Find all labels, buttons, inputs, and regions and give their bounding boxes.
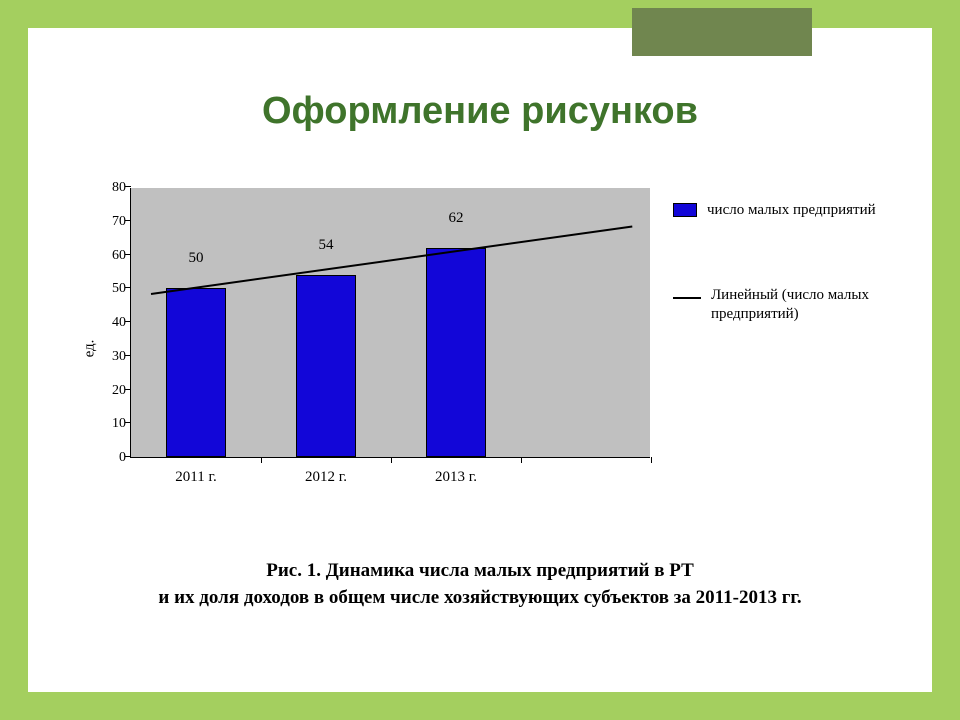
y-tick-label: 40: [112, 315, 126, 331]
legend-item-series: число малых предприятий: [670, 198, 898, 223]
x-tick-label: 2012 г.: [305, 469, 347, 486]
y-tick-label: 60: [112, 248, 126, 264]
y-tick-mark: [125, 456, 131, 457]
y-axis-label-text: ед.: [82, 339, 99, 357]
y-tick-mark: [125, 220, 131, 221]
x-tick-mark: [391, 457, 392, 463]
y-tick-label: 50: [112, 281, 126, 297]
bar-value-label: 54: [296, 237, 356, 254]
caption-line-2: и их доля доходов в общем числе хозяйств…: [158, 587, 801, 608]
caption-line-1: Рис. 1. Динамика числа малых предприятий…: [266, 560, 694, 581]
x-tick-label: 2013 г.: [435, 469, 477, 486]
y-tick-label: 10: [112, 416, 126, 432]
bar: [296, 275, 356, 457]
slide-outer: Оформление рисунков ед. 0 10 20 30 40 50 60 70 8…: [0, 0, 960, 720]
legend-series-label: число малых предприятий: [707, 201, 876, 220]
figure-caption: Рис. 1. Динамика числа малых предприятий…: [58, 558, 902, 611]
legend-item-trend: Линейный (число малых предприятий): [670, 283, 898, 327]
legend-swatch-icon: [673, 203, 697, 217]
legend: число малых предприятий Линейный (число …: [650, 188, 898, 508]
bar-value-label: 62: [426, 210, 486, 227]
y-tick-mark: [125, 355, 131, 356]
y-tick-mark: [125, 254, 131, 255]
y-tick-label: 20: [112, 383, 126, 399]
y-axis-label: ед.: [78, 188, 102, 508]
plot-area: 502011 г.542012 г.622013 г.: [130, 188, 650, 458]
slide-frame: Оформление рисунков ед. 0 10 20 30 40 50 60 70 8…: [8, 8, 952, 712]
legend-line-icon: [673, 290, 701, 304]
x-tick-mark: [521, 457, 522, 463]
y-tick-mark: [125, 389, 131, 390]
bar: [166, 288, 226, 457]
legend-trend-label: Линейный (число малых предприятий): [711, 286, 881, 324]
y-tick-mark: [125, 287, 131, 288]
chart-container: ед. 01020304050607080 502011 г.542012 г.…: [78, 188, 898, 508]
x-tick-mark: [261, 457, 262, 463]
y-tick-mark: [125, 422, 131, 423]
y-axis: 01020304050607080: [102, 188, 130, 458]
slide-title: Оформление рисунков: [28, 90, 932, 133]
bar: [426, 248, 486, 457]
bar-value-label: 50: [166, 250, 226, 267]
y-tick-mark: [125, 321, 131, 322]
y-tick-mark: [125, 186, 131, 187]
y-tick-label: 0: [119, 450, 126, 466]
corner-decoration: [632, 8, 812, 56]
y-tick-label: 80: [112, 180, 126, 196]
y-tick-label: 70: [112, 214, 126, 230]
y-tick-label: 30: [112, 349, 126, 365]
x-tick-label: 2011 г.: [175, 469, 216, 486]
x-tick-mark: [651, 457, 652, 463]
